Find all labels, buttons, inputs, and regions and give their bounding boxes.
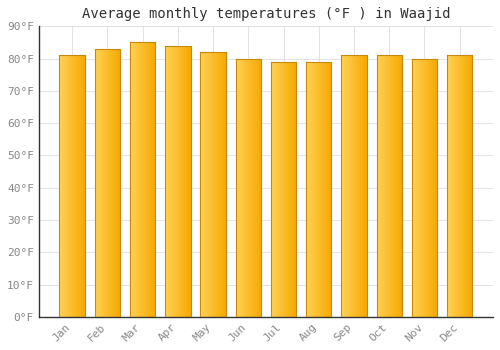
- Title: Average monthly temperatures (°F ) in Waajid: Average monthly temperatures (°F ) in Wa…: [82, 7, 450, 21]
